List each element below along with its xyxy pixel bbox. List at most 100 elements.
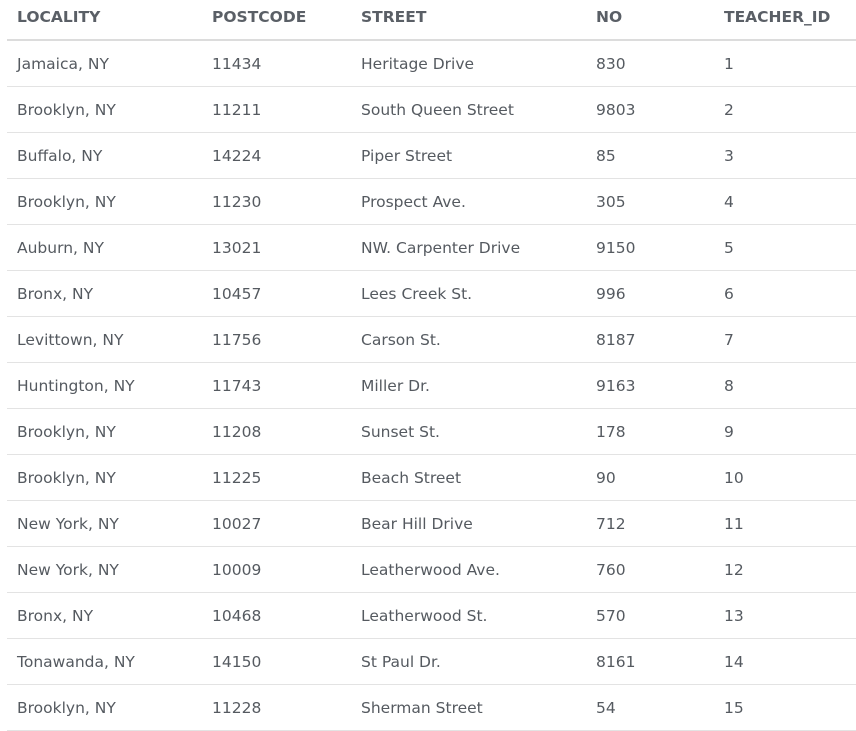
cell-locality: Levittown, NY [7, 316, 202, 363]
table-row: Tonawanda, NY 14150 St Paul Dr. 8161 14 [7, 638, 856, 685]
cell-locality: Bronx, NY [7, 592, 202, 639]
table-row: Brooklyn, NY 11225 Beach Street 90 10 [7, 454, 856, 501]
table-row: Huntington, NY 11743 Miller Dr. 9163 8 [7, 362, 856, 409]
cell-street: Leatherwood Ave. [351, 546, 586, 593]
table-row: Brooklyn, NY 11211 South Queen Street 9803 2 [7, 86, 856, 133]
cell-postcode: 11230 [202, 178, 351, 225]
cell-no: 830 [586, 40, 714, 87]
cell-street: Carson St. [351, 316, 586, 363]
table-header: LOCALITY POSTCODE STREET NO TEACHER_ID [7, 0, 856, 41]
table-row: Buffalo, NY 14224 Piper Street 85 3 [7, 132, 856, 179]
cell-locality: Brooklyn, NY [7, 178, 202, 225]
cell-no: 85 [586, 132, 714, 179]
cell-street: St Paul Dr. [351, 638, 586, 685]
cell-teacher-id: 10 [714, 454, 856, 501]
cell-locality: Auburn, NY [7, 224, 202, 271]
cell-street: Sherman Street [351, 684, 586, 731]
cell-locality: New York, NY [7, 546, 202, 593]
table-row: Auburn, NY 13021 NW. Carpenter Drive 9150 5 [7, 224, 856, 271]
cell-no: 8161 [586, 638, 714, 685]
cell-teacher-id: 11 [714, 500, 856, 547]
cell-postcode: 11756 [202, 316, 351, 363]
cell-teacher-id: 13 [714, 592, 856, 639]
cell-no: 8187 [586, 316, 714, 363]
cell-street: Lees Creek St. [351, 270, 586, 317]
address-table: LOCALITY POSTCODE STREET NO TEACHER_ID J… [7, 0, 856, 731]
cell-postcode: 13021 [202, 224, 351, 271]
cell-teacher-id: 8 [714, 362, 856, 409]
cell-teacher-id: 7 [714, 316, 856, 363]
cell-postcode: 10027 [202, 500, 351, 547]
table-row: Levittown, NY 11756 Carson St. 8187 7 [7, 316, 856, 363]
table-body: Jamaica, NY 11434 Heritage Drive 830 1 Brookl… [7, 40, 856, 731]
table-row: New York, NY 10027 Bear Hill Drive 712 11 [7, 500, 856, 547]
cell-locality: Bronx, NY [7, 270, 202, 317]
cell-locality: Brooklyn, NY [7, 86, 202, 133]
cell-locality: Brooklyn, NY [7, 408, 202, 455]
cell-no: 54 [586, 684, 714, 731]
cell-postcode: 10009 [202, 546, 351, 593]
cell-no: 760 [586, 546, 714, 593]
cell-teacher-id: 4 [714, 178, 856, 225]
cell-street: Sunset St. [351, 408, 586, 455]
cell-teacher-id: 6 [714, 270, 856, 317]
cell-street: South Queen Street [351, 86, 586, 133]
cell-no: 9803 [586, 86, 714, 133]
cell-postcode: 11225 [202, 454, 351, 501]
cell-postcode: 10468 [202, 592, 351, 639]
table-row: Jamaica, NY 11434 Heritage Drive 830 1 [7, 40, 856, 87]
table-row: Brooklyn, NY 11228 Sherman Street 54 15 [7, 684, 856, 731]
cell-no: 996 [586, 270, 714, 317]
cell-postcode: 11434 [202, 40, 351, 87]
cell-postcode: 11743 [202, 362, 351, 409]
cell-no: 90 [586, 454, 714, 501]
cell-postcode: 11228 [202, 684, 351, 731]
table-row: Bronx, NY 10457 Lees Creek St. 996 6 [7, 270, 856, 317]
table-row: Bronx, NY 10468 Leatherwood St. 570 13 [7, 592, 856, 639]
cell-postcode: 14224 [202, 132, 351, 179]
data-table-container: LOCALITY POSTCODE STREET NO TEACHER_ID J… [7, 0, 856, 731]
cell-street: Prospect Ave. [351, 178, 586, 225]
cell-street: Miller Dr. [351, 362, 586, 409]
cell-no: 570 [586, 592, 714, 639]
cell-postcode: 10457 [202, 270, 351, 317]
cell-teacher-id: 14 [714, 638, 856, 685]
cell-street: Bear Hill Drive [351, 500, 586, 547]
cell-street: Piper Street [351, 132, 586, 179]
cell-teacher-id: 1 [714, 40, 856, 87]
cell-postcode: 11211 [202, 86, 351, 133]
column-header-street: STREET [351, 0, 586, 41]
cell-locality: Buffalo, NY [7, 132, 202, 179]
cell-postcode: 11208 [202, 408, 351, 455]
cell-locality: Brooklyn, NY [7, 684, 202, 731]
cell-locality: Tonawanda, NY [7, 638, 202, 685]
cell-no: 9163 [586, 362, 714, 409]
cell-locality: New York, NY [7, 500, 202, 547]
table-row: Brooklyn, NY 11230 Prospect Ave. 305 4 [7, 178, 856, 225]
column-header-no: NO [586, 0, 714, 41]
column-header-postcode: POSTCODE [202, 0, 351, 41]
cell-teacher-id: 12 [714, 546, 856, 593]
column-header-teacher-id: TEACHER_ID [714, 0, 856, 41]
cell-teacher-id: 9 [714, 408, 856, 455]
cell-locality: Jamaica, NY [7, 40, 202, 87]
cell-locality: Brooklyn, NY [7, 454, 202, 501]
cell-street: Leatherwood St. [351, 592, 586, 639]
cell-no: 305 [586, 178, 714, 225]
cell-no: 712 [586, 500, 714, 547]
cell-no: 9150 [586, 224, 714, 271]
cell-locality: Huntington, NY [7, 362, 202, 409]
cell-street: Heritage Drive [351, 40, 586, 87]
header-row: LOCALITY POSTCODE STREET NO TEACHER_ID [7, 0, 856, 41]
table-row: Brooklyn, NY 11208 Sunset St. 178 9 [7, 408, 856, 455]
cell-no: 178 [586, 408, 714, 455]
cell-teacher-id: 2 [714, 86, 856, 133]
cell-street: NW. Carpenter Drive [351, 224, 586, 271]
cell-postcode: 14150 [202, 638, 351, 685]
column-header-locality: LOCALITY [7, 0, 202, 41]
cell-teacher-id: 3 [714, 132, 856, 179]
cell-teacher-id: 5 [714, 224, 856, 271]
table-row: New York, NY 10009 Leatherwood Ave. 760 12 [7, 546, 856, 593]
cell-street: Beach Street [351, 454, 586, 501]
cell-teacher-id: 15 [714, 684, 856, 731]
